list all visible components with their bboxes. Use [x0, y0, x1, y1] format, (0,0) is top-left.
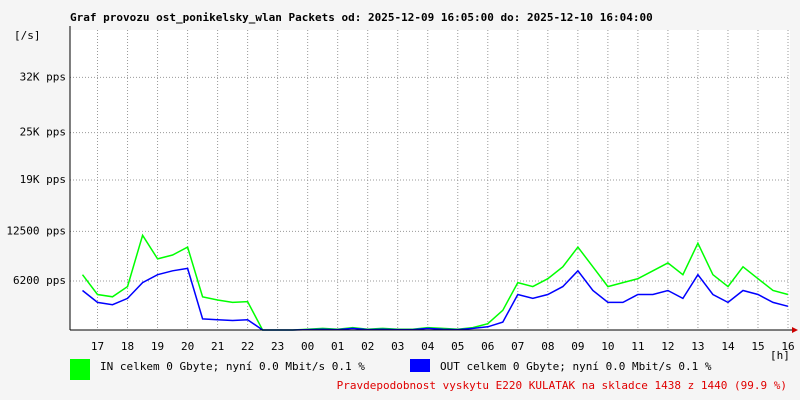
- x-tick-label: 19: [151, 340, 164, 353]
- x-tick-label: 04: [421, 340, 435, 353]
- y-tick-label: 19K pps: [20, 173, 66, 186]
- y-tick-label: 32K pps: [20, 70, 66, 83]
- x-tick-label: 15: [751, 340, 764, 353]
- x-tick-label: 11: [631, 340, 644, 353]
- y-tick-label: 25K pps: [20, 126, 66, 139]
- x-tick-label: 18: [121, 340, 134, 353]
- x-tick-label: 08: [541, 340, 554, 353]
- x-tick-label: 07: [511, 340, 524, 353]
- x-tick-label: 10: [601, 340, 614, 353]
- legend-swatch: [70, 359, 90, 380]
- legend-swatch: [410, 359, 430, 372]
- x-tick-label: 13: [691, 340, 704, 353]
- x-tick-label: 05: [451, 340, 464, 353]
- x-tick-label: 20: [181, 340, 194, 353]
- x-tick-label: 12: [661, 340, 674, 353]
- x-tick-label: 22: [241, 340, 254, 353]
- x-axis-label: [h]: [770, 349, 790, 362]
- legend-label: IN celkem 0 Gbyte; nyní 0.0 Mbit/s 0.1 %: [100, 360, 365, 373]
- x-tick-label: 09: [571, 340, 584, 353]
- x-tick-label: 01: [331, 340, 344, 353]
- series-line: [81, 233, 789, 331]
- x-tick-label: 21: [211, 340, 224, 353]
- x-tick-label: 23: [271, 340, 284, 353]
- legend-label: OUT celkem 0 Gbyte; nyní 0.0 Mbit/s 0.1 …: [440, 360, 712, 373]
- y-axis-label: [/s]: [14, 29, 41, 42]
- x-tick-label: 17: [91, 340, 104, 353]
- x-tick-label: 06: [481, 340, 494, 353]
- axis-arrow: [792, 327, 798, 333]
- x-tick-label: 03: [391, 340, 404, 353]
- y-tick-label: 6200 pps: [13, 274, 66, 287]
- x-tick-label: 00: [301, 340, 314, 353]
- x-tick-label: 14: [721, 340, 735, 353]
- x-tick-label: 02: [361, 340, 374, 353]
- series-line: [82, 267, 789, 331]
- y-tick-label: 12500 pps: [6, 224, 66, 237]
- footer-note: Pravdepodobnost vyskytu E220 KULATAK na …: [337, 379, 787, 392]
- x-tick-label: 16: [781, 340, 794, 353]
- chart-title: Graf provozu ost_ponikelsky_wlan Packets…: [70, 11, 653, 24]
